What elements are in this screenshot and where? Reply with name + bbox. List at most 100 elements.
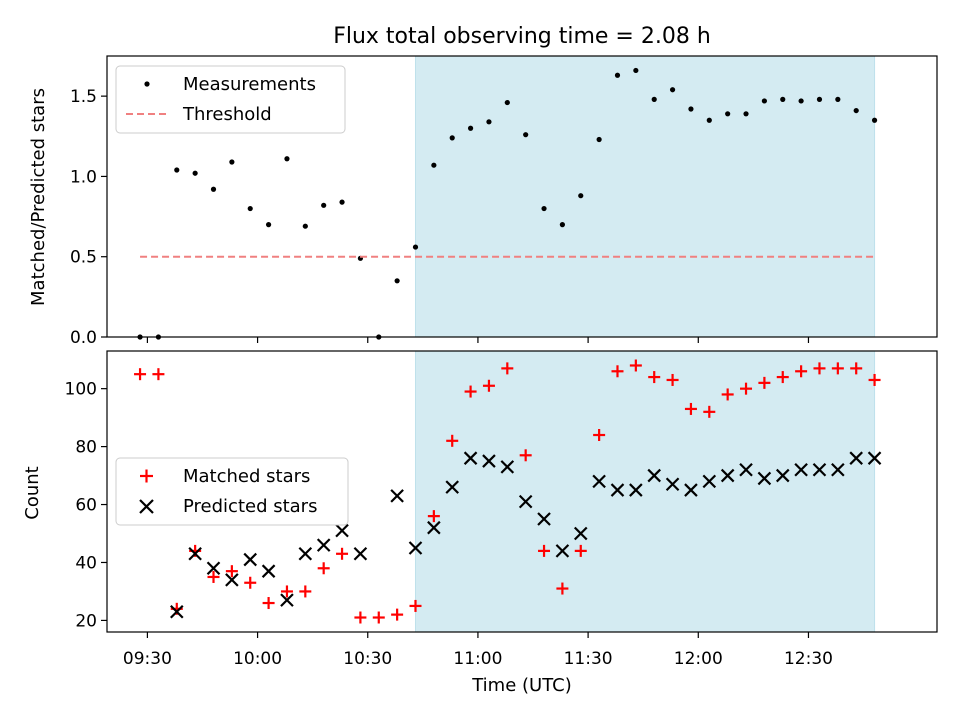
x-axis-label: Time (UTC) bbox=[471, 675, 572, 696]
matched-stars-point bbox=[446, 434, 459, 447]
measurement-point bbox=[486, 119, 492, 125]
measurement-point bbox=[174, 167, 180, 173]
predicted-stars-point bbox=[867, 451, 882, 465]
measurement-point bbox=[412, 244, 419, 250]
axes-frame bbox=[106, 55, 938, 338]
counts-legend: Matched stars Predicted stars bbox=[115, 457, 349, 526]
x-tick-label: 11:30 bbox=[564, 649, 613, 669]
predicted-stars-point bbox=[390, 489, 404, 503]
x-tick-label: 10:30 bbox=[343, 649, 392, 669]
legend-matched-marker bbox=[140, 469, 153, 483]
y-tick-label: 0.0 bbox=[70, 328, 97, 348]
matched-stars-point bbox=[776, 371, 789, 384]
measurement-point bbox=[321, 202, 327, 208]
predicted-stars-point bbox=[427, 520, 441, 535]
measurement-point bbox=[761, 98, 767, 104]
matched-stars-point bbox=[464, 385, 477, 398]
matched-stars-point bbox=[703, 405, 716, 418]
predicted-stars-point bbox=[831, 462, 845, 477]
matched-stars-point bbox=[152, 368, 165, 381]
matched-stars-point bbox=[648, 371, 661, 384]
predicted-stars-point bbox=[408, 541, 423, 555]
matched-stars-point bbox=[611, 365, 624, 378]
matched-stars-point bbox=[262, 597, 275, 610]
y-tick-label: 80 bbox=[75, 438, 97, 458]
legend-measurements-marker bbox=[144, 81, 150, 87]
predicted-stars-point bbox=[243, 552, 258, 567]
measurement-point bbox=[633, 67, 639, 74]
counts-y-axis-label: Count bbox=[22, 466, 43, 519]
x-tick-label: 12:00 bbox=[674, 649, 723, 669]
predicted-stars-point bbox=[463, 451, 478, 465]
measurement-point bbox=[559, 222, 565, 228]
counts-plot-area: 20 40 60 80 100 bbox=[65, 350, 938, 638]
measurement-point bbox=[504, 99, 510, 106]
predicted-stars-point bbox=[720, 468, 735, 483]
ratio-legend-box bbox=[115, 65, 346, 134]
ratio-panel: 0.0 0.5 1.0 1.5 Matched/Predicted stars Mea… bbox=[28, 55, 938, 348]
matched-stars-point bbox=[501, 362, 514, 375]
matched-stars-point bbox=[225, 565, 238, 578]
y-tick-label: 1.0 bbox=[70, 167, 97, 187]
predicted-stars-point bbox=[188, 547, 202, 561]
matched-stars-point bbox=[427, 510, 440, 523]
y-tick-label: 20 bbox=[75, 611, 97, 631]
predicted-stars-point bbox=[445, 480, 459, 494]
chart-title: Flux total observing time = 2.08 h bbox=[333, 24, 711, 49]
measurement-point bbox=[284, 156, 290, 162]
measurement-point bbox=[247, 205, 253, 212]
predicted-stars-point bbox=[739, 462, 753, 477]
measurement-point bbox=[339, 199, 345, 205]
matched-stars-point bbox=[134, 368, 147, 381]
observing-interval-shading bbox=[414, 350, 876, 633]
measurement-point bbox=[229, 159, 235, 165]
measurement-point bbox=[798, 98, 804, 104]
predicted-stars-point bbox=[555, 544, 570, 558]
predicted-stars-point bbox=[335, 523, 349, 538]
measurement-point bbox=[706, 117, 712, 123]
matched-stars-point bbox=[593, 429, 606, 442]
matched-stars-point bbox=[795, 365, 808, 378]
measurement-point bbox=[449, 135, 455, 141]
ratio-plot-area: 0.0 0.5 1.0 1.5 bbox=[70, 55, 938, 348]
predicted-stars-point bbox=[684, 483, 698, 497]
matched-stars-point bbox=[850, 362, 863, 375]
x-axis: 09:30 10:00 10:30 11:00 11:30 12:00 12:30 bbox=[123, 649, 833, 669]
measurement-point bbox=[431, 162, 437, 168]
measurement-point bbox=[210, 186, 217, 192]
matched-stars-point bbox=[868, 373, 881, 386]
measurement-point bbox=[578, 193, 584, 199]
predicted-stars-point bbox=[537, 512, 551, 526]
predicted-stars-point bbox=[610, 483, 625, 497]
predicted-stars-point bbox=[206, 561, 221, 576]
legend-measurements-label: Measurements bbox=[183, 74, 316, 95]
matched-stars-point bbox=[721, 388, 734, 401]
measurement-point bbox=[302, 223, 308, 229]
observing-interval-shading bbox=[414, 55, 876, 338]
matched-stars-point bbox=[831, 362, 844, 375]
predicted-stars-point bbox=[757, 471, 772, 486]
matched-stars-point bbox=[299, 585, 312, 598]
predicted-stars-point bbox=[647, 468, 661, 483]
predicted-stars-point bbox=[629, 483, 643, 497]
measurement-point bbox=[688, 106, 694, 112]
x-tick-label: 09:30 bbox=[123, 649, 172, 669]
matched-stars-point bbox=[336, 547, 349, 560]
matched-stars-point bbox=[813, 362, 826, 375]
matched-stars-point bbox=[280, 585, 293, 598]
predicted-stars-point bbox=[665, 477, 680, 492]
measurement-point bbox=[743, 111, 749, 117]
measurement-point bbox=[725, 111, 731, 117]
predicted-stars-point bbox=[170, 604, 184, 619]
predicted-stars-point bbox=[794, 462, 808, 477]
legend-threshold-label: Threshold bbox=[182, 104, 272, 125]
measurement-point bbox=[835, 96, 841, 102]
y-tick-label: 100 bbox=[65, 380, 97, 400]
measurement-point bbox=[467, 125, 474, 131]
matched-stars-point bbox=[574, 544, 587, 557]
predicted-stars-point bbox=[225, 573, 239, 587]
measurement-point bbox=[853, 107, 859, 114]
y-tick-label: 1.5 bbox=[70, 87, 97, 107]
x-tick-label: 10:00 bbox=[233, 649, 282, 669]
